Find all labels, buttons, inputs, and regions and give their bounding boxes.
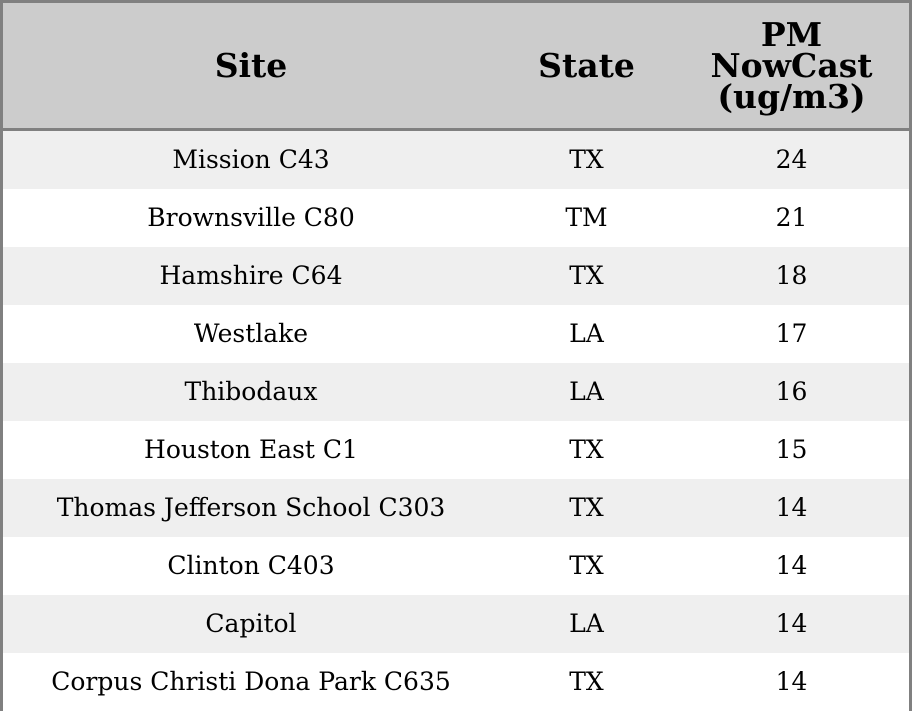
- cell-state: TX: [569, 551, 604, 580]
- cell-pm-value: 18: [775, 261, 808, 290]
- table-header: Site State PM NowCast (ug/m3): [3, 3, 909, 131]
- table-row: Houston East C1 TX 15: [3, 420, 909, 479]
- cell-site: Corpus Christi Dona Park C635: [51, 667, 451, 696]
- table-row: Thomas Jefferson School C303 TX 14: [3, 478, 909, 537]
- cell-pm-value: 24: [775, 145, 808, 174]
- table-body: Mission C43 TX 24 Brownsville C80 TM 21 Hamshi…: [3, 129, 909, 711]
- cell-pm-value: 14: [775, 493, 808, 522]
- table-row: Hamshire C64 TX 18: [3, 246, 909, 305]
- table-row: Corpus Christi Dona Park C635 TX 14: [3, 652, 909, 711]
- cell-state: TM: [565, 203, 608, 232]
- cell-site: Brownsville C80: [147, 203, 355, 232]
- header-state: State: [499, 3, 674, 131]
- cell-pm-value: 17: [775, 319, 808, 348]
- cell-pm-value: 14: [775, 609, 808, 638]
- cell-pm-value: 14: [775, 551, 808, 580]
- table-row: Westlake LA 17: [3, 304, 909, 363]
- cell-state: LA: [569, 377, 604, 406]
- header-site: Site: [3, 3, 499, 131]
- cell-pm-value: 14: [775, 667, 808, 696]
- cell-state: LA: [569, 319, 604, 348]
- table-row: Clinton C403 TX 14: [3, 536, 909, 595]
- header-pm-nowcast: PM NowCast (ug/m3): [674, 3, 909, 131]
- cell-site: Westlake: [193, 319, 309, 348]
- cell-pm-value: 16: [775, 377, 808, 406]
- cell-state: TX: [569, 667, 604, 696]
- cell-site: Thomas Jefferson School C303: [56, 493, 446, 522]
- cell-pm-value: 21: [775, 203, 808, 232]
- cell-state: TX: [569, 435, 604, 464]
- cell-site: Capitol: [205, 609, 297, 638]
- cell-site: Hamshire C64: [159, 261, 343, 290]
- cell-state: LA: [569, 609, 604, 638]
- cell-pm-value: 15: [775, 435, 808, 464]
- table-row: Capitol LA 14: [3, 594, 909, 653]
- pm-nowcast-table: Site State PM NowCast (ug/m3) Mission C4…: [3, 3, 909, 711]
- cell-site: Mission C43: [172, 145, 330, 174]
- header-row: Site State PM NowCast (ug/m3): [3, 3, 909, 131]
- table-row: Mission C43 TX 24: [3, 129, 909, 189]
- cell-state: TX: [569, 145, 604, 174]
- table-row: Thibodaux LA 16: [3, 362, 909, 421]
- table-row: Brownsville C80 TM 21: [3, 188, 909, 247]
- cell-state: TX: [569, 493, 604, 522]
- cell-site: Clinton C403: [167, 551, 335, 580]
- cell-state: TX: [569, 261, 604, 290]
- cell-site: Thibodaux: [184, 377, 318, 406]
- cell-site: Houston East C1: [144, 435, 358, 464]
